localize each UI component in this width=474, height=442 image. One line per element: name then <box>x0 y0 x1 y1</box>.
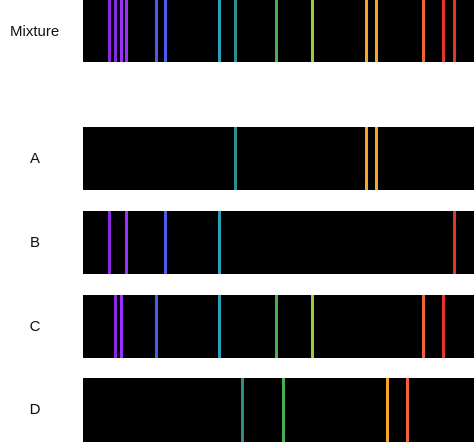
emission-line <box>375 127 378 190</box>
emission-line <box>241 378 244 442</box>
emission-line <box>218 295 221 358</box>
label-mixture: Mixture <box>10 23 60 40</box>
emission-line <box>275 295 278 358</box>
label-c: C <box>29 318 41 335</box>
label-d: D <box>29 401 41 418</box>
emission-line <box>234 0 237 62</box>
emission-line <box>422 0 425 62</box>
emission-line <box>114 0 117 62</box>
spectrum-c <box>83 295 474 358</box>
label-b: B <box>29 234 40 251</box>
emission-line <box>234 127 237 190</box>
spectrum-d <box>83 378 474 442</box>
emission-line <box>155 0 158 62</box>
emission-line <box>218 211 221 274</box>
emission-line <box>108 211 111 274</box>
label-a: A <box>29 150 40 167</box>
spectrum-mixture <box>83 0 474 62</box>
spectrum-a <box>83 127 474 190</box>
emission-line <box>442 295 445 358</box>
spectrum-b <box>83 211 474 274</box>
emission-line <box>120 0 123 62</box>
emission-line <box>164 211 167 274</box>
emission-line <box>218 0 221 62</box>
emission-line <box>120 295 123 358</box>
emission-line <box>453 0 456 62</box>
emission-line <box>453 211 456 274</box>
emission-line <box>406 378 409 442</box>
emission-line <box>108 0 111 62</box>
emission-line <box>386 378 389 442</box>
emission-line <box>125 0 128 62</box>
emission-line <box>375 0 378 62</box>
emission-line <box>311 0 314 62</box>
emission-line <box>164 0 167 62</box>
emission-line <box>442 0 445 62</box>
emission-line <box>365 127 368 190</box>
emission-line <box>114 295 117 358</box>
emission-line <box>282 378 285 442</box>
emission-line <box>155 295 158 358</box>
emission-line <box>311 295 314 358</box>
emission-line <box>422 295 425 358</box>
emission-line <box>125 211 128 274</box>
emission-line <box>365 0 368 62</box>
emission-line <box>275 0 278 62</box>
